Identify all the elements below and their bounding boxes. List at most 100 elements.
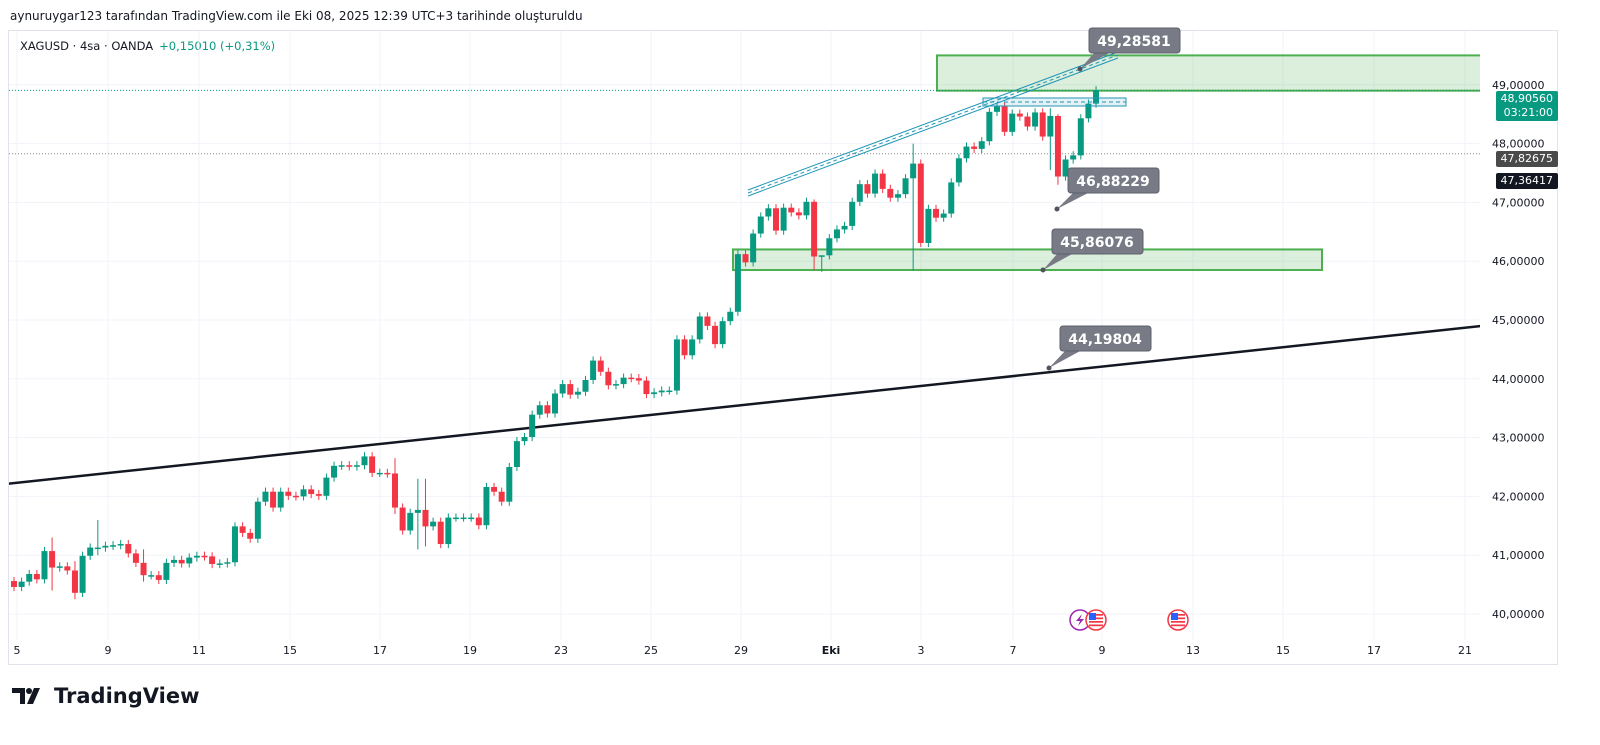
candle-body: [933, 208, 940, 218]
callout-anchor: [1054, 206, 1060, 212]
candle-body: [399, 507, 406, 531]
current-price: 48,90560: [1500, 92, 1554, 105]
candle-body: [1001, 106, 1008, 132]
candle-body: [239, 526, 246, 533]
candle-body: [331, 465, 338, 478]
chart-caption: aynuruygar123 tarafından TradingView.com…: [10, 9, 583, 23]
tradingview-logo[interactable]: TradingView: [12, 684, 199, 708]
candle-body: [178, 559, 185, 564]
time-tick: 3: [918, 644, 925, 657]
candle-body: [11, 581, 17, 587]
callout-label: 44,19804: [1068, 332, 1142, 348]
time-tick: 17: [373, 644, 387, 657]
candle-body: [132, 553, 139, 563]
candle-body: [1032, 112, 1039, 127]
symbol-change: +0,15010 (+0,31%): [159, 39, 276, 53]
channel-lower: [747, 57, 1119, 197]
candle-body: [963, 146, 970, 159]
candle-body: [346, 465, 353, 467]
price-tick: 41,00000: [1492, 549, 1545, 562]
candle-body: [18, 581, 25, 587]
candle-body: [201, 555, 208, 558]
candle-body: [513, 441, 520, 467]
callout-box: [1067, 167, 1160, 194]
flag-stripe: [1089, 621, 1103, 623]
candle-body: [125, 544, 132, 554]
candle-body: [87, 547, 94, 556]
callout-box: [1088, 27, 1181, 54]
candle-body: [826, 238, 833, 256]
time-tick: 15: [1276, 644, 1290, 657]
candle-body: [978, 141, 985, 149]
price-marker-1: 47,82675: [1495, 151, 1558, 167]
candle-body: [841, 225, 848, 230]
candle-body: [1054, 115, 1061, 177]
candle-body: [955, 158, 962, 183]
us-flag-icon[interactable]: [1167, 609, 1189, 631]
candle-body: [254, 501, 261, 539]
price-tick: 42,00000: [1492, 490, 1545, 503]
current-price-label: 48,90560 03:21:00: [1495, 91, 1558, 121]
candle-body: [452, 517, 459, 520]
candle-body: [361, 456, 368, 466]
candle-body: [1016, 113, 1023, 117]
time-tick: 9: [105, 644, 112, 657]
candle-body: [651, 392, 658, 395]
candle-body: [681, 339, 688, 356]
candle-body: [993, 106, 1000, 112]
candle-body: [780, 207, 787, 231]
price-tick: 49,00000: [1492, 79, 1545, 92]
support-zone: [732, 248, 1323, 272]
candle-body: [1039, 112, 1046, 137]
price-tick: 45,00000: [1492, 314, 1545, 327]
candle-body: [231, 526, 238, 563]
plot-area: [9, 51, 1480, 600]
candle-body: [445, 517, 452, 545]
candle-body: [1024, 116, 1031, 127]
candle-body: [887, 188, 894, 198]
candle-body: [773, 208, 779, 231]
candle-body: [803, 201, 810, 216]
candle-body: [719, 321, 726, 345]
us-flag-icon[interactable]: [1085, 609, 1107, 631]
price-tick: 40,00000: [1492, 608, 1545, 621]
candle-body: [506, 467, 513, 502]
symbol-legend: XAGUSD · 4sa · OANDA +0,15010 (+0,31%): [20, 39, 275, 53]
candle-body: [49, 551, 56, 568]
candle-body: [544, 405, 551, 414]
candle-body: [430, 521, 437, 527]
time-tick: 21: [1458, 644, 1472, 657]
candle-body: [643, 380, 650, 395]
support-trendline: [9, 324, 1480, 485]
candle-body: [186, 557, 193, 564]
candle-body: [605, 371, 612, 386]
candle-body: [1070, 155, 1077, 160]
candle-body: [483, 486, 490, 526]
candle-body: [491, 486, 498, 492]
resistance-zone: [936, 54, 1480, 92]
candle-body: [902, 178, 909, 195]
channel-mid: [747, 54, 1119, 194]
candle-body: [849, 201, 856, 226]
candle-body: [750, 233, 757, 263]
callout-anchor: [1046, 365, 1052, 371]
candle-body: [673, 339, 680, 391]
candle-body: [216, 563, 223, 565]
candle-body: [552, 393, 559, 414]
candle-body: [872, 173, 879, 194]
candle-body: [971, 146, 978, 149]
candle-body: [811, 201, 818, 257]
candle-body: [666, 390, 673, 393]
candle-body: [376, 472, 383, 475]
candle-body: [460, 517, 467, 520]
candle-body: [734, 254, 741, 312]
candle-body: [117, 544, 124, 546]
chart-frame[interactable]: [8, 30, 1558, 665]
price-tick: 43,00000: [1492, 432, 1545, 445]
candle-body: [102, 545, 109, 548]
time-tick: 13: [1186, 644, 1200, 657]
candle-body: [856, 184, 863, 202]
callout-anchor: [1077, 66, 1083, 72]
time-tick: 11: [192, 644, 206, 657]
